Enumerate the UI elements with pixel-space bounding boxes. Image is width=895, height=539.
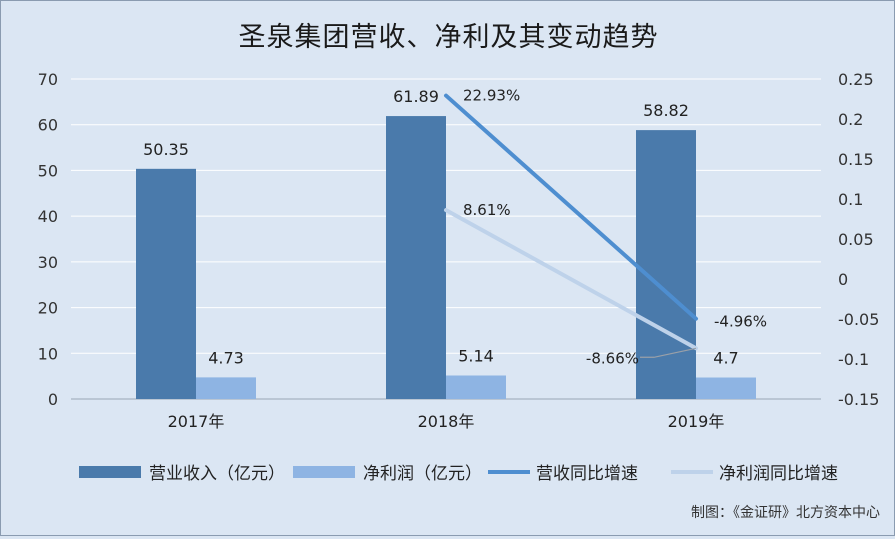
bar-data-label: 5.14 — [458, 347, 494, 366]
legend-swatch — [293, 466, 355, 478]
line-data-label: -8.66% — [586, 349, 639, 367]
y-right-tick-label: -0.1 — [838, 350, 869, 369]
line-data-label: 22.93% — [463, 87, 520, 105]
y-left-tick-label: 20 — [38, 299, 58, 318]
y-left-tick-label: 60 — [38, 116, 58, 135]
series-line — [444, 208, 698, 351]
y-left-tick-label: 10 — [38, 344, 58, 363]
y-right-tick-label: 0.2 — [838, 110, 863, 129]
bar — [136, 168, 196, 399]
bar-data-label: 58.82 — [643, 101, 689, 120]
line-data-label: 8.61% — [463, 201, 511, 219]
y-right-tick-label: -0.15 — [838, 390, 879, 409]
y-left-tick-label: 50 — [38, 161, 58, 180]
line-data-label: -4.96% — [714, 313, 767, 331]
y-left-tick-label: 0 — [48, 390, 58, 409]
legend-label: 营收同比增速 — [536, 464, 638, 484]
y-right-tick-label: 0.05 — [838, 230, 874, 249]
chart-title: 圣泉集团营收、净利及其变动趋势 — [238, 22, 659, 53]
x-tick-label: 2018年 — [418, 412, 475, 431]
legend-label: 净利润同比增速 — [719, 464, 838, 484]
legend-label: 净利润（亿元） — [363, 464, 482, 484]
y-left-tick-label: 70 — [38, 70, 58, 89]
bar-data-label: 4.73 — [208, 348, 244, 367]
y-right-tick-label: -0.05 — [838, 310, 879, 329]
bar — [696, 377, 756, 399]
bar-data-label: 50.35 — [143, 140, 189, 159]
x-tick-label: 2019年 — [668, 412, 725, 431]
bar — [386, 116, 446, 400]
bar-data-label: 4.7 — [713, 349, 738, 368]
y-right-tick-label: 0 — [838, 270, 848, 289]
bar — [636, 130, 696, 399]
leader-line — [640, 347, 697, 358]
x-tick-label: 2017年 — [168, 412, 225, 431]
legend-label: 营业收入（亿元） — [149, 464, 285, 484]
y-right-tick-label: 0.15 — [838, 150, 874, 169]
source-note: 制图：《金证研》北方资本中心 — [691, 505, 880, 521]
legend-swatch — [79, 466, 141, 478]
y-right-tick-label: 0.1 — [838, 190, 863, 209]
bar-data-label: 61.89 — [393, 87, 439, 106]
bar — [196, 377, 256, 399]
series-line — [444, 93, 698, 321]
bar — [446, 375, 506, 399]
y-right-tick-label: 0.25 — [838, 70, 874, 89]
y-left-tick-label: 30 — [38, 253, 58, 272]
y-left-tick-label: 40 — [38, 207, 58, 226]
